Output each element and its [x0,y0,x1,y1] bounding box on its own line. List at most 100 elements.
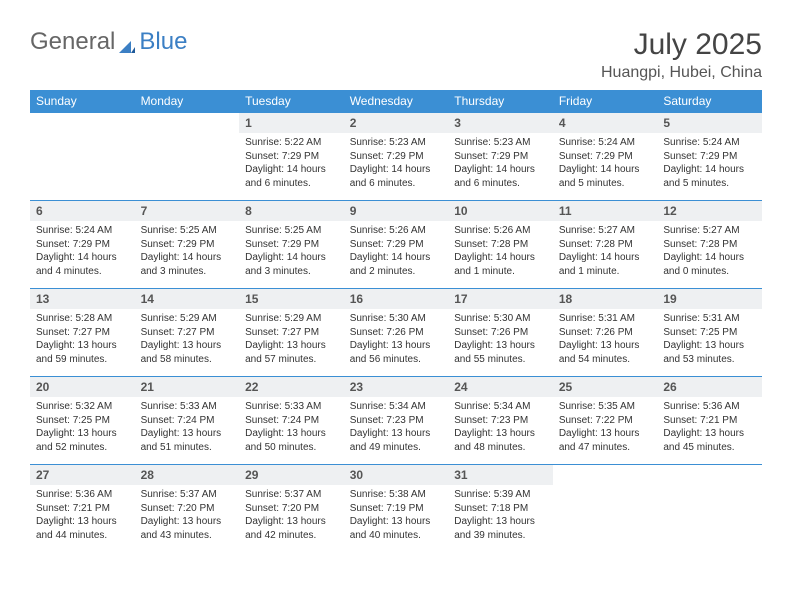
sunset-text: Sunset: 7:28 PM [663,238,756,252]
sunset-text: Sunset: 7:29 PM [559,150,652,164]
sunset-text: Sunset: 7:26 PM [454,326,547,340]
weekday-header: Sunday [30,90,135,113]
sunset-text: Sunset: 7:29 PM [245,238,338,252]
day-number: 25 [553,377,658,397]
sunrise-text: Sunrise: 5:27 AM [559,224,652,238]
sunrise-text: Sunrise: 5:38 AM [350,488,443,502]
day-content: Sunrise: 5:24 AMSunset: 7:29 PMDaylight:… [553,133,658,196]
sunrise-text: Sunrise: 5:37 AM [141,488,234,502]
sunset-text: Sunset: 7:24 PM [141,414,234,428]
sunrise-text: Sunrise: 5:26 AM [350,224,443,238]
sunrise-text: Sunrise: 5:31 AM [559,312,652,326]
sunset-text: Sunset: 7:21 PM [36,502,129,516]
daylight-text: Daylight: 14 hours and 6 minutes. [245,163,338,190]
sunset-text: Sunset: 7:29 PM [36,238,129,252]
daylight-text: Daylight: 13 hours and 45 minutes. [663,427,756,454]
sunset-text: Sunset: 7:20 PM [141,502,234,516]
day-content: Sunrise: 5:31 AMSunset: 7:25 PMDaylight:… [657,309,762,372]
calendar-day-cell: .. [135,113,240,201]
sunset-text: Sunset: 7:27 PM [36,326,129,340]
day-number: 14 [135,289,240,309]
daylight-text: Daylight: 13 hours and 52 minutes. [36,427,129,454]
calendar-week-row: 13Sunrise: 5:28 AMSunset: 7:27 PMDayligh… [30,289,762,377]
sunrise-text: Sunrise: 5:25 AM [245,224,338,238]
day-content: Sunrise: 5:36 AMSunset: 7:21 PMDaylight:… [657,397,762,460]
calendar-day-cell: 6Sunrise: 5:24 AMSunset: 7:29 PMDaylight… [30,201,135,289]
day-content: Sunrise: 5:35 AMSunset: 7:22 PMDaylight:… [553,397,658,460]
day-content: Sunrise: 5:22 AMSunset: 7:29 PMDaylight:… [239,133,344,196]
day-number: 2 [344,113,449,133]
sunset-text: Sunset: 7:27 PM [245,326,338,340]
day-content: Sunrise: 5:31 AMSunset: 7:26 PMDaylight:… [553,309,658,372]
day-content: Sunrise: 5:27 AMSunset: 7:28 PMDaylight:… [657,221,762,284]
calendar-day-cell: 5Sunrise: 5:24 AMSunset: 7:29 PMDaylight… [657,113,762,201]
daylight-text: Daylight: 14 hours and 1 minute. [559,251,652,278]
calendar-day-cell: 7Sunrise: 5:25 AMSunset: 7:29 PMDaylight… [135,201,240,289]
calendar-day-cell: 23Sunrise: 5:34 AMSunset: 7:23 PMDayligh… [344,377,449,465]
day-content: Sunrise: 5:33 AMSunset: 7:24 PMDaylight:… [135,397,240,460]
day-number: 27 [30,465,135,485]
sunrise-text: Sunrise: 5:25 AM [141,224,234,238]
sunrise-text: Sunrise: 5:33 AM [141,400,234,414]
weekday-header: Friday [553,90,658,113]
day-number: 28 [135,465,240,485]
day-number: 8 [239,201,344,221]
day-content: Sunrise: 5:30 AMSunset: 7:26 PMDaylight:… [448,309,553,372]
calendar-day-cell: 14Sunrise: 5:29 AMSunset: 7:27 PMDayligh… [135,289,240,377]
logo: General Blue [30,28,187,56]
logo-text-1: General [30,28,115,56]
daylight-text: Daylight: 13 hours and 42 minutes. [245,515,338,542]
daylight-text: Daylight: 13 hours and 59 minutes. [36,339,129,366]
calendar-day-cell: 2Sunrise: 5:23 AMSunset: 7:29 PMDaylight… [344,113,449,201]
sunrise-text: Sunrise: 5:34 AM [350,400,443,414]
day-content: Sunrise: 5:37 AMSunset: 7:20 PMDaylight:… [239,485,344,548]
calendar-day-cell: 16Sunrise: 5:30 AMSunset: 7:26 PMDayligh… [344,289,449,377]
day-content: Sunrise: 5:29 AMSunset: 7:27 PMDaylight:… [135,309,240,372]
calendar-week-row: 6Sunrise: 5:24 AMSunset: 7:29 PMDaylight… [30,201,762,289]
daylight-text: Daylight: 13 hours and 55 minutes. [454,339,547,366]
daylight-text: Daylight: 14 hours and 5 minutes. [559,163,652,190]
daylight-text: Daylight: 14 hours and 6 minutes. [454,163,547,190]
day-number: 21 [135,377,240,397]
calendar-day-cell: 12Sunrise: 5:27 AMSunset: 7:28 PMDayligh… [657,201,762,289]
calendar-day-cell: 30Sunrise: 5:38 AMSunset: 7:19 PMDayligh… [344,465,449,553]
day-content: Sunrise: 5:27 AMSunset: 7:28 PMDaylight:… [553,221,658,284]
sunset-text: Sunset: 7:23 PM [350,414,443,428]
logo-text-2: Blue [139,28,187,55]
day-number: 9 [344,201,449,221]
daylight-text: Daylight: 13 hours and 49 minutes. [350,427,443,454]
calendar-day-cell: 8Sunrise: 5:25 AMSunset: 7:29 PMDaylight… [239,201,344,289]
day-number: 4 [553,113,658,133]
daylight-text: Daylight: 13 hours and 57 minutes. [245,339,338,366]
day-content: Sunrise: 5:33 AMSunset: 7:24 PMDaylight:… [239,397,344,460]
sunrise-text: Sunrise: 5:30 AM [350,312,443,326]
calendar-day-cell: 18Sunrise: 5:31 AMSunset: 7:26 PMDayligh… [553,289,658,377]
sunrise-text: Sunrise: 5:24 AM [663,136,756,150]
sunset-text: Sunset: 7:22 PM [559,414,652,428]
day-content: Sunrise: 5:24 AMSunset: 7:29 PMDaylight:… [30,221,135,284]
calendar-day-cell: 4Sunrise: 5:24 AMSunset: 7:29 PMDaylight… [553,113,658,201]
day-number: 30 [344,465,449,485]
calendar-body: ....1Sunrise: 5:22 AMSunset: 7:29 PMDayl… [30,113,762,553]
day-content: Sunrise: 5:29 AMSunset: 7:27 PMDaylight:… [239,309,344,372]
sunrise-text: Sunrise: 5:37 AM [245,488,338,502]
daylight-text: Daylight: 14 hours and 5 minutes. [663,163,756,190]
day-content: Sunrise: 5:39 AMSunset: 7:18 PMDaylight:… [448,485,553,548]
title-block: July 2025 Huangpi, Hubei, China [601,28,762,82]
day-content: Sunrise: 5:23 AMSunset: 7:29 PMDaylight:… [448,133,553,196]
calendar-day-cell: .. [30,113,135,201]
sunrise-text: Sunrise: 5:39 AM [454,488,547,502]
day-number: 16 [344,289,449,309]
day-number: 1 [239,113,344,133]
sunset-text: Sunset: 7:29 PM [350,238,443,252]
calendar-day-cell: 20Sunrise: 5:32 AMSunset: 7:25 PMDayligh… [30,377,135,465]
calendar-day-cell: 22Sunrise: 5:33 AMSunset: 7:24 PMDayligh… [239,377,344,465]
calendar-day-cell: 19Sunrise: 5:31 AMSunset: 7:25 PMDayligh… [657,289,762,377]
daylight-text: Daylight: 13 hours and 56 minutes. [350,339,443,366]
sunset-text: Sunset: 7:29 PM [454,150,547,164]
day-number: 26 [657,377,762,397]
day-content: Sunrise: 5:32 AMSunset: 7:25 PMDaylight:… [30,397,135,460]
sunrise-text: Sunrise: 5:35 AM [559,400,652,414]
calendar-day-cell: 1Sunrise: 5:22 AMSunset: 7:29 PMDaylight… [239,113,344,201]
day-number: 7 [135,201,240,221]
